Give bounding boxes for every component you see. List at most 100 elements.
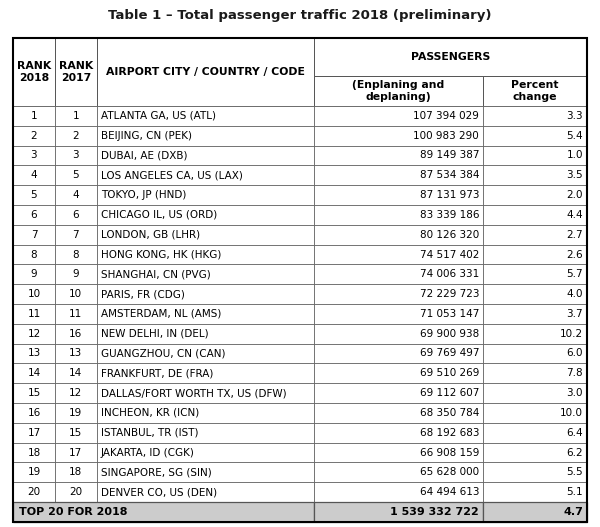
Bar (55, 443, 97, 462)
Text: PASSENGERS: PASSENGERS (411, 52, 490, 62)
Text: 10: 10 (69, 289, 82, 299)
Text: 4: 4 (73, 190, 79, 200)
Text: 69 769 497: 69 769 497 (419, 348, 479, 358)
Bar (97, 324, 314, 344)
Text: 2.6: 2.6 (566, 249, 583, 259)
Text: (Enplaning and
deplaning): (Enplaning and deplaning) (352, 80, 445, 102)
Bar (97, 462, 314, 482)
Text: 3.0: 3.0 (566, 388, 583, 398)
Bar (483, 462, 587, 482)
Text: 14: 14 (28, 368, 41, 378)
Text: 80 126 320: 80 126 320 (420, 230, 479, 240)
Bar (483, 106, 587, 126)
Bar (483, 364, 587, 383)
Bar (55, 38, 97, 106)
Bar (13, 482, 55, 502)
Bar (483, 423, 587, 443)
Text: 1: 1 (31, 111, 37, 121)
Bar (314, 145, 483, 165)
Bar (97, 265, 314, 284)
Text: 19: 19 (69, 408, 82, 418)
Text: 16: 16 (28, 408, 41, 418)
Bar (13, 383, 55, 403)
Bar (314, 205, 483, 225)
Bar (314, 106, 483, 126)
Text: HONG KONG, HK (HKG): HONG KONG, HK (HKG) (101, 249, 221, 259)
Text: RANK
2018: RANK 2018 (17, 61, 51, 83)
Text: NEW DELHI, IN (DEL): NEW DELHI, IN (DEL) (101, 329, 208, 339)
Text: 8: 8 (31, 249, 37, 259)
Text: 1: 1 (73, 111, 79, 121)
Text: 2: 2 (31, 131, 37, 141)
Text: 10: 10 (28, 289, 41, 299)
Text: GUANGZHOU, CN (CAN): GUANGZHOU, CN (CAN) (101, 348, 226, 358)
Text: 11: 11 (69, 309, 82, 319)
Text: 107 394 029: 107 394 029 (413, 111, 479, 121)
Bar (13, 145, 55, 165)
Bar (483, 383, 587, 403)
Text: 87 534 384: 87 534 384 (419, 170, 479, 180)
Bar (483, 443, 587, 462)
Text: 100 983 290: 100 983 290 (413, 131, 479, 141)
Bar (483, 265, 587, 284)
Text: 5.7: 5.7 (566, 269, 583, 279)
Bar (483, 482, 587, 502)
Text: 1.0: 1.0 (566, 151, 583, 161)
Bar (97, 443, 314, 462)
Bar (314, 126, 483, 145)
Text: INCHEON, KR (ICN): INCHEON, KR (ICN) (101, 408, 199, 418)
Text: 20: 20 (28, 487, 41, 497)
Text: 2.0: 2.0 (566, 190, 583, 200)
Bar (97, 284, 314, 304)
Text: 18: 18 (69, 467, 82, 477)
Bar (55, 423, 97, 443)
Bar (97, 205, 314, 225)
Bar (314, 364, 483, 383)
Text: Percent
change: Percent change (511, 80, 559, 102)
Bar (13, 304, 55, 324)
Bar (314, 304, 483, 324)
Text: SHANGHAI, CN (PVG): SHANGHAI, CN (PVG) (101, 269, 211, 279)
Text: 68 192 683: 68 192 683 (419, 428, 479, 438)
Bar (483, 205, 587, 225)
Bar (314, 185, 483, 205)
Text: FRANKFURT, DE (FRA): FRANKFURT, DE (FRA) (101, 368, 213, 378)
Bar (483, 145, 587, 165)
Bar (314, 383, 483, 403)
Text: 74 517 402: 74 517 402 (420, 249, 479, 259)
Text: 69 112 607: 69 112 607 (420, 388, 479, 398)
Text: 3: 3 (73, 151, 79, 161)
Bar (55, 205, 97, 225)
Text: 72 229 723: 72 229 723 (419, 289, 479, 299)
Bar (97, 145, 314, 165)
Bar (314, 165, 483, 185)
Bar (55, 462, 97, 482)
Bar (97, 383, 314, 403)
Text: 13: 13 (28, 348, 41, 358)
Text: 6.2: 6.2 (566, 447, 583, 457)
Bar (97, 482, 314, 502)
Text: DENVER CO, US (DEN): DENVER CO, US (DEN) (101, 487, 217, 497)
Text: 6.4: 6.4 (566, 428, 583, 438)
Text: 7.8: 7.8 (566, 368, 583, 378)
Text: TOP 20 FOR 2018: TOP 20 FOR 2018 (19, 507, 128, 517)
Text: 71 053 147: 71 053 147 (420, 309, 479, 319)
Bar (13, 185, 55, 205)
Bar (483, 344, 587, 364)
Bar (314, 284, 483, 304)
Text: 68 350 784: 68 350 784 (420, 408, 479, 418)
Text: 4.7: 4.7 (563, 507, 583, 517)
Text: 15: 15 (28, 388, 41, 398)
Bar (55, 265, 97, 284)
Text: 9: 9 (73, 269, 79, 279)
Bar (314, 462, 483, 482)
Text: DUBAI, AE (DXB): DUBAI, AE (DXB) (101, 151, 187, 161)
Text: 13: 13 (69, 348, 82, 358)
Bar (55, 383, 97, 403)
Text: 5.5: 5.5 (566, 467, 583, 477)
Text: 74 006 331: 74 006 331 (420, 269, 479, 279)
Bar (97, 304, 314, 324)
Bar (97, 106, 314, 126)
Bar (483, 304, 587, 324)
Bar (55, 106, 97, 126)
